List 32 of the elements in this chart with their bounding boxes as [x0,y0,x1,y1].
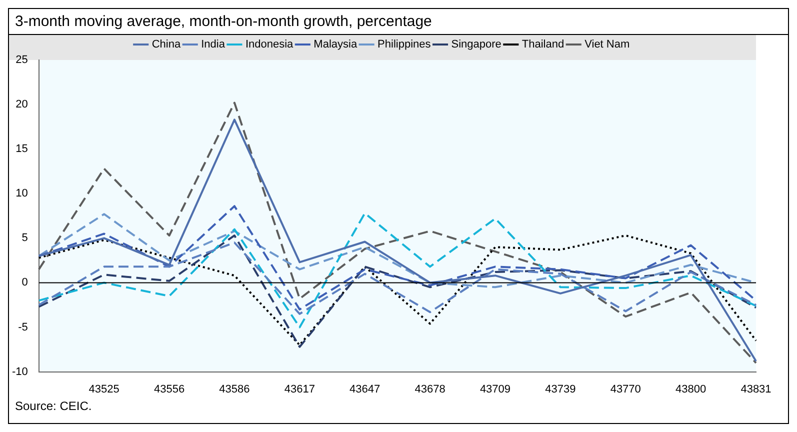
y-tick-label: 15 [16,143,28,156]
legend-label: Thailand [522,38,564,51]
legend-label: Viet Nam [584,38,630,51]
y-tick-label: 5 [22,232,28,244]
x-tick-label: 43678 [414,383,446,396]
x-tick-label: 43770 [610,383,641,396]
y-tick-label: 20 [16,98,28,111]
x-tick-label: 43831 [740,383,772,396]
x-tick-label: 43556 [154,383,185,396]
legend-label: Indonesia [245,38,294,51]
x-tick-label: 43647 [350,383,380,396]
source-note: Source: CEIC. [14,399,93,413]
x-tick-label: 43525 [88,383,120,396]
x-tick-label: 43709 [480,383,511,396]
legend-label: India [201,38,226,51]
y-tick-label: 10 [16,188,28,200]
x-tick-label: 43617 [284,383,315,396]
legend-label: Philippines [378,38,432,51]
legend-label: Malaysia [314,38,358,51]
y-tick-label: 0 [22,276,28,289]
x-tick-label: 43800 [676,383,706,396]
x-tick-label: 43739 [545,383,576,396]
y-tick-label: 25 [16,54,28,66]
x-tick-label: 43586 [219,383,250,396]
line-series [38,213,757,288]
line-series [38,212,757,328]
y-tick-label: -10 [12,366,28,378]
legend-label: China [152,38,182,51]
legend-label: Singapore [451,38,502,51]
y-tick-label: -5 [18,321,28,334]
line-series [38,242,757,315]
chart-title: 3-month moving average, month-on-month growth, percentage [9,9,788,35]
